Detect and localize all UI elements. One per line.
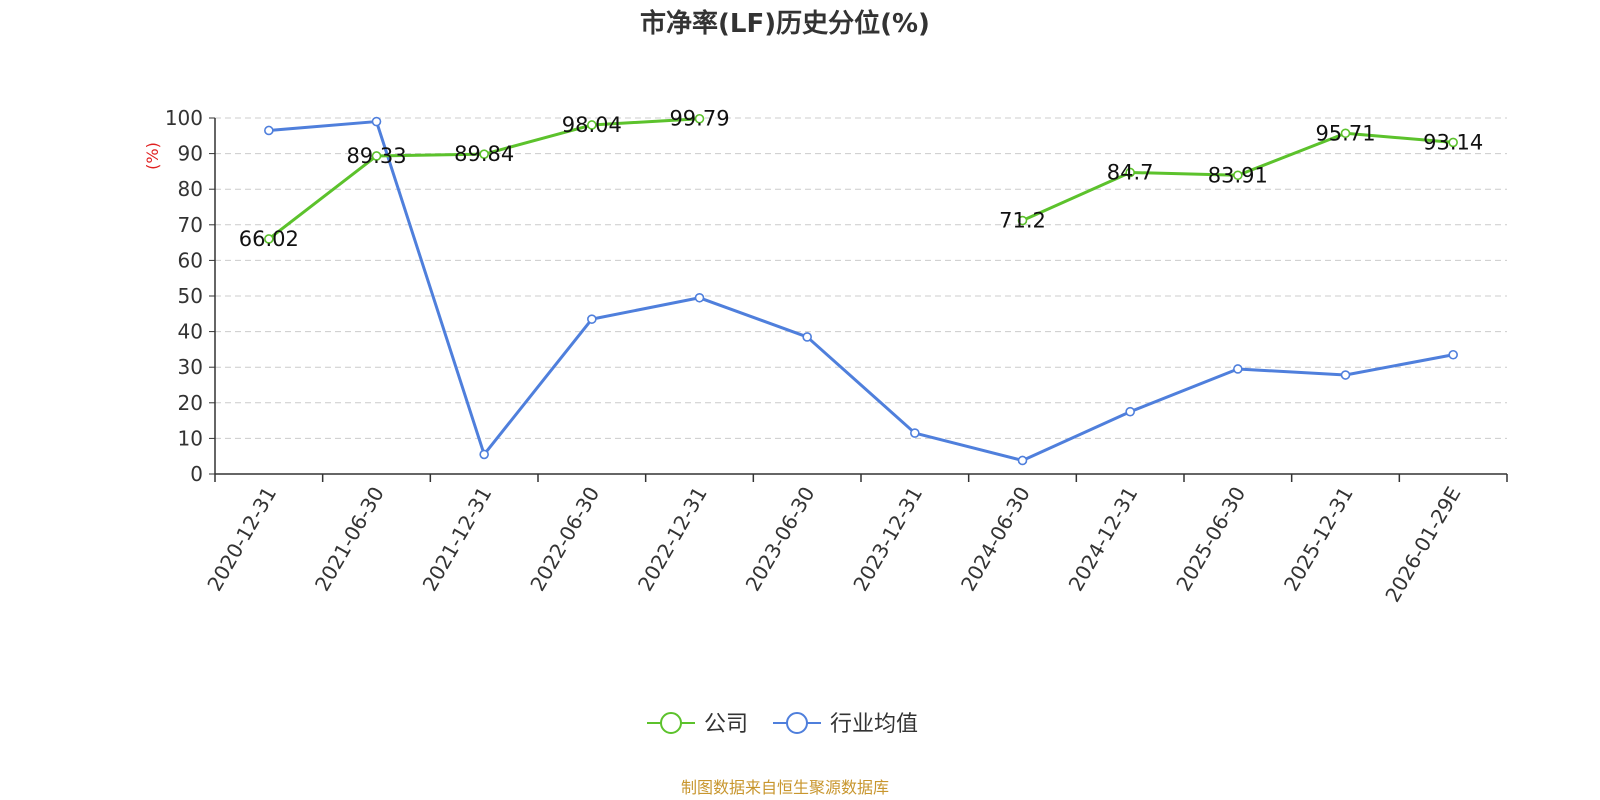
y-axis-label: (%) — [143, 142, 162, 170]
y-tick-label: 0 — [190, 462, 203, 486]
grid-lines: 0 10 20 30 40 50 60 70 80 90 100 — [165, 106, 1507, 486]
data-point-industry[interactable] — [1340, 370, 1351, 380]
x-tick-label: 2021-12-31 — [418, 482, 497, 595]
x-tick-label: 2022-06-30 — [525, 483, 604, 596]
x-tick-label: 2023-12-31 — [848, 482, 927, 595]
data-point-industry[interactable] — [587, 314, 597, 324]
legend-label: 公司 — [704, 712, 748, 737]
data-label: 66.02 — [239, 227, 299, 251]
legend-marker — [786, 712, 808, 734]
data-point-company[interactable] — [587, 120, 597, 130]
data-point-company[interactable] — [694, 113, 705, 124]
data-label: 98.04 — [562, 113, 622, 137]
data-point-company[interactable] — [264, 234, 274, 244]
data-label: 99.79 — [669, 107, 729, 131]
data-point-company[interactable] — [371, 151, 382, 161]
x-tick-label: 2024-06-30 — [956, 483, 1035, 596]
y-tick-label: 20 — [178, 391, 203, 415]
data-point-industry[interactable] — [1233, 364, 1243, 374]
data-label: 89.33 — [346, 144, 406, 168]
y-tick-label: 10 — [178, 426, 203, 450]
x-tick-label: 2025-12-31 — [1279, 483, 1358, 596]
data-point-company[interactable] — [1017, 215, 1028, 226]
series-group — [264, 113, 1458, 466]
source-note: 制图数据来自恒生聚源数据库 — [681, 778, 889, 797]
data-point-industry[interactable] — [1125, 406, 1135, 417]
data-point-company[interactable] — [1233, 170, 1243, 181]
data-point-industry[interactable] — [1448, 349, 1458, 360]
y-tick-label: 80 — [178, 177, 203, 201]
data-point-industry[interactable] — [479, 449, 489, 460]
data-point-industry[interactable] — [910, 428, 920, 438]
legend[interactable]: 公司 行业均值 — [647, 712, 918, 737]
data-point-company[interactable] — [1340, 128, 1351, 139]
data-point-industry[interactable] — [1017, 455, 1028, 466]
legend-label: 行业均值 — [830, 712, 918, 737]
data-label: 84.7 — [1107, 160, 1154, 184]
y-tick-label: 90 — [178, 142, 203, 166]
data-point-company[interactable] — [1125, 167, 1135, 178]
data-point-company[interactable] — [1448, 137, 1458, 148]
y-tick-label: 30 — [178, 355, 203, 379]
data-label: 89.84 — [454, 142, 514, 166]
data-point-industry[interactable] — [264, 125, 274, 136]
legend-marker — [660, 712, 682, 734]
x-tick-label: 2024-12-31 — [1064, 483, 1143, 596]
data-label: 95.71 — [1315, 121, 1375, 145]
chart-title: 市净率(LF)历史分位(%) — [640, 8, 930, 39]
x-tick-label: 2021-06-30 — [310, 483, 389, 596]
y-tick-label: 50 — [178, 284, 203, 308]
legend-item-industry[interactable]: 行业均值 — [773, 712, 918, 737]
data-point-company[interactable] — [479, 149, 489, 159]
series-line-company — [267, 117, 1454, 241]
data-labels: 66.02 89.33 89.84 98.04 99.79 71.2 84.7 83.91 95… — [239, 107, 1483, 251]
data-label: 93.14 — [1423, 130, 1483, 154]
y-tick-label: 40 — [178, 320, 203, 344]
y-tick-label: 100 — [165, 106, 203, 130]
data-point-industry[interactable] — [694, 292, 705, 303]
x-tick-label: 2026-01-29E — [1380, 483, 1465, 607]
y-tick-label: 60 — [178, 248, 203, 272]
legend-item-company[interactable]: 公司 — [647, 712, 748, 737]
y-tick-label: 70 — [178, 213, 203, 237]
x-tick-label: 2025-06-30 — [1171, 483, 1250, 596]
data-point-industry[interactable] — [371, 116, 382, 127]
x-tick-label: 2020-12-31 — [202, 483, 281, 596]
x-tick-label: 2023-06-30 — [741, 483, 820, 596]
data-label: 71.2 — [999, 209, 1046, 233]
x-tick-label: 2022-12-31 — [633, 483, 712, 596]
data-label: 83.91 — [1208, 163, 1268, 187]
series-line-industry — [268, 120, 1454, 462]
data-point-industry[interactable] — [802, 332, 812, 342]
